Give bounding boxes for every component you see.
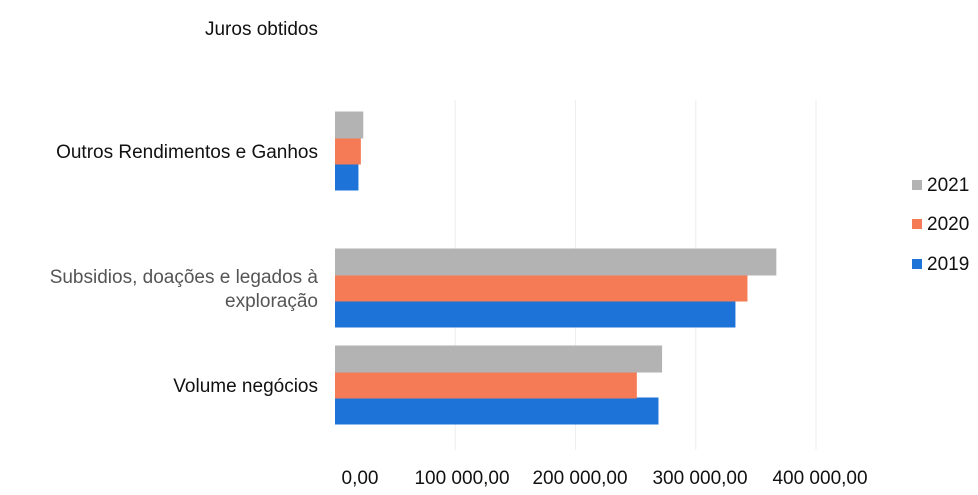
bar-subsidios-doacoes-e-legados-a-exploracao-2021 (335, 248, 777, 276)
category-label-outros-rendimentos-e-ganhos: Outros Rendimentos e Ganhos (56, 142, 318, 163)
bar-outros-rendimentos-e-ganhos-2021 (335, 111, 364, 139)
bar-subsidios-doacoes-e-legados-a-exploracao-2020 (335, 274, 748, 302)
x-axis-tick-labels: 0,00 100 000,00 200 000,00 300 000,00 400 00… (342, 468, 868, 489)
legend-label-2020: 2020 (927, 214, 969, 235)
category-label-subsidios-doacoes-e-legados-a-exploracao: Subsidios, doações e legados à exploração (50, 267, 319, 312)
bar-volume-negocios-2019 (335, 397, 659, 425)
x-tick-label: 0,00 (342, 468, 379, 489)
legend-swatch-2020 (912, 219, 922, 229)
bar-outros-rendimentos-e-ganhos-2020 (335, 137, 361, 165)
x-tick-label: 300 000,00 (652, 468, 747, 489)
bar-volume-negocios-2020 (335, 371, 637, 399)
x-tick-label: 100 000,00 (414, 468, 509, 489)
legend-swatch-2019 (912, 259, 922, 269)
bars (335, 111, 777, 425)
category-labels: Volume negócios Subsidios, doações e lega… (50, 19, 319, 397)
legend-label-2021: 2021 (927, 175, 969, 196)
bar-subsidios-doacoes-e-legados-a-exploracao-2019 (335, 300, 736, 328)
category-label-juros-obtidos: Juros obtidos (205, 19, 318, 40)
bar-outros-rendimentos-e-ganhos-2019 (335, 163, 359, 191)
x-tick-label: 400 000,00 (772, 468, 867, 489)
bar-volume-negocios-2021 (335, 345, 663, 373)
category-label-volume-negocios: Volume negócios (173, 376, 318, 397)
x-tick-label: 200 000,00 (532, 468, 627, 489)
legend-label-2019: 2019 (927, 254, 969, 275)
legend: 2021 2020 2019 (912, 175, 969, 275)
legend-swatch-2021 (912, 180, 922, 190)
